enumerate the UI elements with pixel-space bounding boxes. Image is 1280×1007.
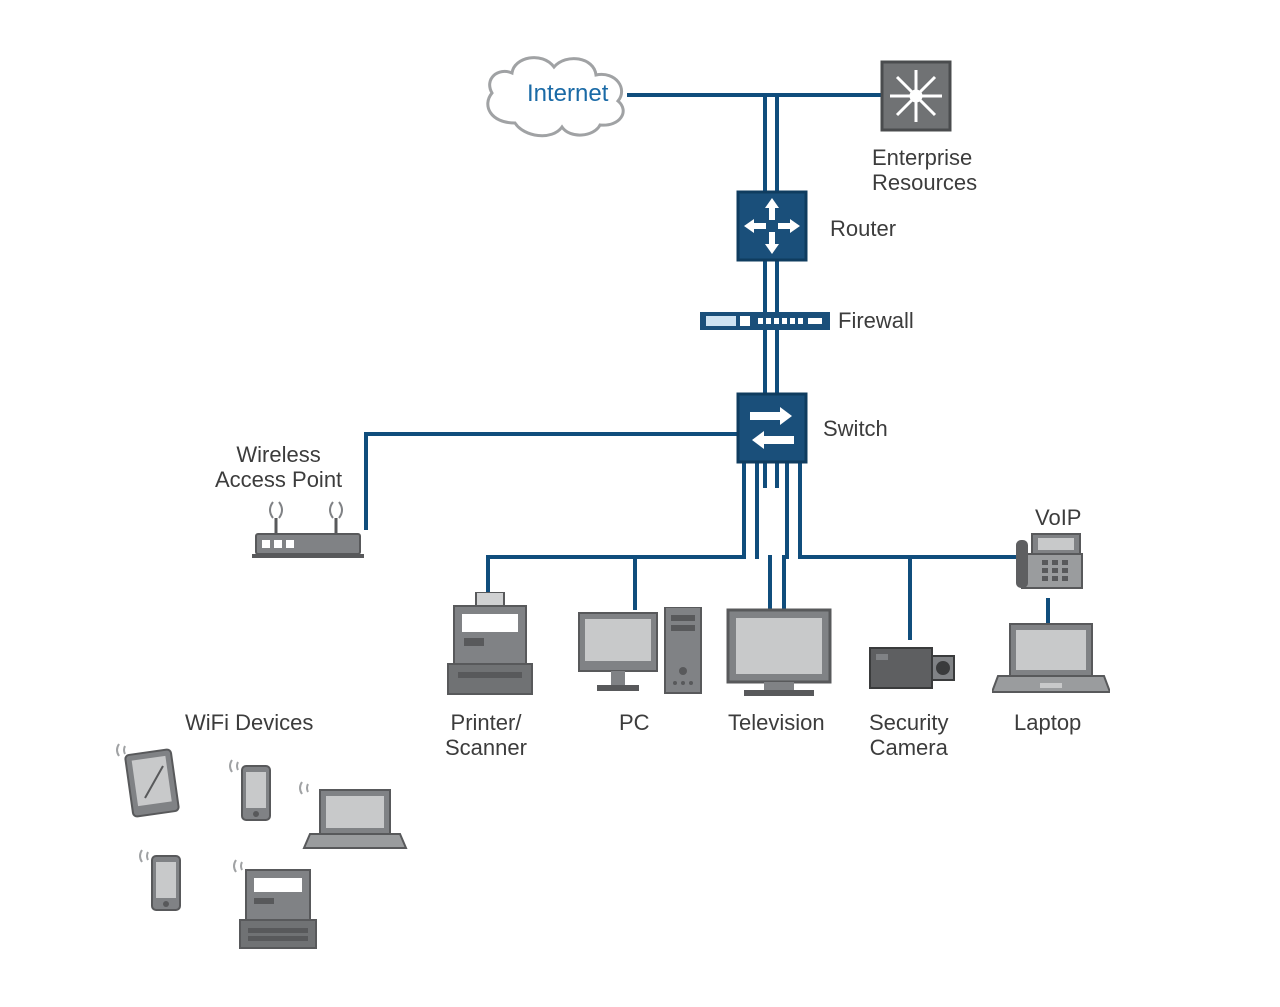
firewall-icon <box>700 312 830 335</box>
voip-icon <box>1012 530 1086 599</box>
camera-label: Security Camera <box>869 710 948 761</box>
pc-label: PC <box>619 710 650 735</box>
switch-label: Switch <box>823 416 888 441</box>
wifi-laptop-icon <box>298 780 408 863</box>
pc-icon <box>575 607 705 704</box>
line-drop-tv-a <box>768 555 772 610</box>
line-drop-pc <box>633 555 637 610</box>
router-label: Router <box>830 216 896 241</box>
wifi-tablet-icon <box>115 742 185 827</box>
line-switch-spreader-left <box>486 555 742 559</box>
firewall-label: Firewall <box>838 308 914 333</box>
printer-label: Printer/ Scanner <box>445 710 527 761</box>
laptop-icon <box>992 620 1110 703</box>
router-icon <box>736 190 808 267</box>
wifi-devices-label: WiFi Devices <box>185 710 313 735</box>
voip-label: VoIP <box>1035 505 1081 530</box>
tv-label: Television <box>728 710 825 735</box>
line-bus-enterprise <box>779 93 881 97</box>
line-switch-wap <box>364 432 749 436</box>
line-drop-tv-b <box>782 555 786 610</box>
wap-icon <box>248 500 368 565</box>
tv-icon <box>724 608 834 703</box>
enterprise-label: Enterprise Resources <box>872 145 977 196</box>
switch-icon <box>736 392 808 469</box>
line-drop-printer <box>486 555 490 595</box>
printer-icon <box>446 592 534 702</box>
laptop-label: Laptop <box>1014 710 1081 735</box>
camera-icon <box>868 638 958 703</box>
wifi-phone1-icon <box>228 758 278 833</box>
line-switch-drop-b <box>755 462 759 559</box>
wifi-phone2-icon <box>138 848 188 923</box>
internet-label: Internet <box>527 80 608 108</box>
line-internet-bus <box>627 93 775 97</box>
wifi-printer-icon <box>232 858 322 963</box>
network-diagram: Internet Enterprise Resources <box>0 0 1280 1007</box>
line-switch-drop-a <box>742 462 746 559</box>
line-drop-camera <box>908 555 912 640</box>
wap-label: Wireless Access Point <box>215 442 342 493</box>
line-switch-drop-d <box>798 462 802 559</box>
enterprise-resources-icon <box>880 60 952 137</box>
line-switch-drop-c <box>785 462 789 559</box>
